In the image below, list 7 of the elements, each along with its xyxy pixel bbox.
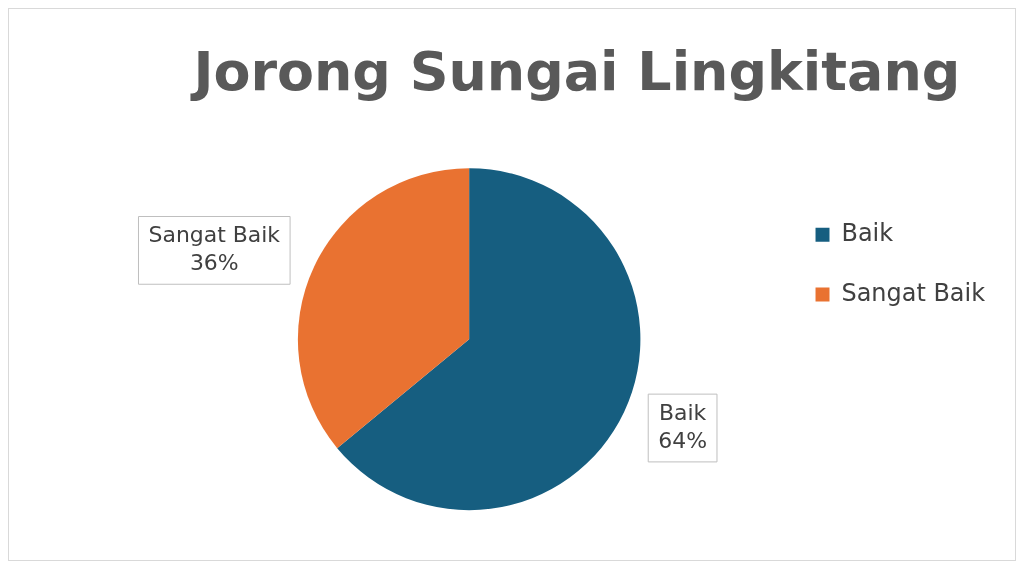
slice-label: Baik (658, 399, 707, 425)
data-label: 64% (658, 427, 707, 453)
slice-label: Sangat Baik (148, 222, 281, 248)
legend-label: Sangat Baik (841, 278, 986, 307)
data-label: 36% (189, 250, 239, 276)
legend-label: Baik (841, 218, 894, 247)
chart-title: Jorong Sungai Lingkitang (189, 40, 961, 104)
